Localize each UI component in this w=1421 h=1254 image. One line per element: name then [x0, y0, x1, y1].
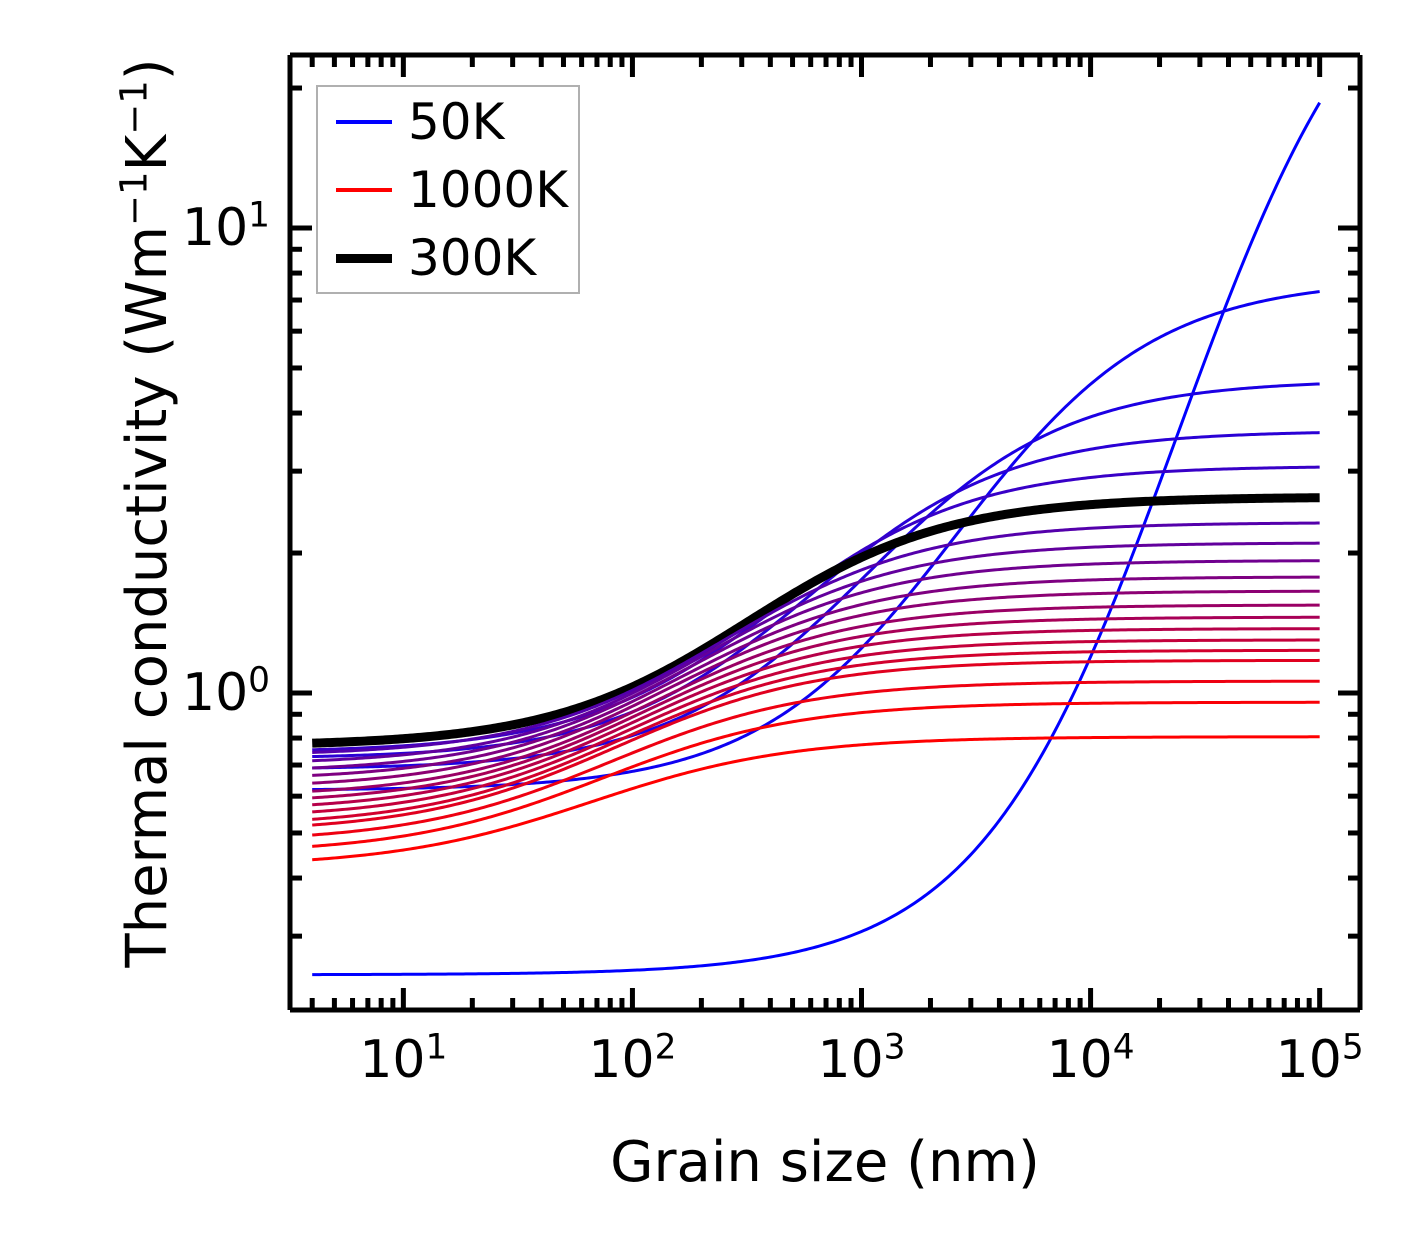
legend-item-1000k: 1000K	[318, 159, 578, 221]
xtick-mantissa: 10	[359, 1030, 426, 1090]
ytick-exponent: 1	[248, 195, 270, 236]
legend-swatch-1000k	[336, 188, 392, 192]
y-axis-label-exp1: −1	[112, 171, 156, 226]
legend-label-1000k: 1000K	[408, 161, 569, 219]
curve-700k	[312, 627, 1320, 807]
axes-frame	[287, 52, 1363, 1013]
curve-950k	[312, 700, 1320, 848]
y-axis-label-prefix: Thermal conductivity (Wm	[115, 225, 180, 968]
curve-750k	[312, 638, 1320, 814]
legend-label-300k: 300K	[408, 229, 537, 287]
legend-swatch-300k	[336, 253, 392, 263]
x-axis-label: Grain size (nm)	[610, 1130, 1040, 1195]
curve-550k	[312, 589, 1320, 785]
ytick-label-1e0: 100	[110, 663, 270, 723]
curve-350k	[312, 521, 1320, 754]
xtick-exponent: 3	[883, 1027, 906, 1068]
curve-500k	[312, 575, 1320, 777]
xtick-mantissa: 10	[1046, 1030, 1113, 1090]
curve-100k	[312, 290, 1320, 792]
curve-650k	[312, 615, 1320, 800]
curve-1000k	[312, 735, 1320, 862]
data-curves	[310, 101, 1322, 977]
legend-label-50k: 50K	[408, 93, 505, 151]
xtick-mantissa: 10	[817, 1030, 884, 1090]
legend-swatch-50k	[336, 120, 392, 124]
ytick-mantissa: 10	[181, 663, 249, 723]
curve-600k	[312, 603, 1320, 793]
xtick-label-1e4: 104	[1047, 1030, 1135, 1090]
ytick-exponent: 0	[248, 660, 270, 701]
curve-850k	[312, 658, 1320, 827]
curve-800k	[312, 648, 1320, 821]
legend: 50K 1000K 300K	[316, 85, 580, 294]
xtick-label-1e2: 102	[588, 1030, 676, 1090]
xtick-label-1e1: 101	[359, 1030, 447, 1090]
ytick-mantissa: 10	[181, 198, 249, 258]
legend-item-50k: 50K	[318, 91, 578, 153]
xtick-label-1e3: 103	[817, 1030, 905, 1090]
xtick-mantissa: 10	[1275, 1030, 1342, 1090]
xtick-exponent: 2	[654, 1027, 677, 1068]
xtick-label-1e5: 105	[1276, 1030, 1364, 1090]
curve-400k	[312, 541, 1320, 763]
y-axis-label-mid: K	[115, 134, 180, 172]
y-axis-label-suffix: )	[115, 58, 180, 81]
ytick-label-1e1: 101	[110, 198, 270, 258]
xtick-exponent: 5	[1341, 1027, 1364, 1068]
curve-450k	[312, 559, 1320, 770]
curve-200k	[312, 431, 1320, 759]
curve-900k	[312, 679, 1320, 837]
xtick-exponent: 1	[425, 1027, 448, 1068]
xtick-mantissa: 10	[588, 1030, 655, 1090]
xtick-exponent: 4	[1112, 1027, 1135, 1068]
y-axis-label: Thermal conductivity (Wm−1K−1)	[112, 0, 180, 1048]
y-axis-label-exp2: −1	[112, 80, 156, 135]
curve-300k	[310, 493, 1322, 748]
legend-item-300k: 300K	[318, 227, 578, 289]
